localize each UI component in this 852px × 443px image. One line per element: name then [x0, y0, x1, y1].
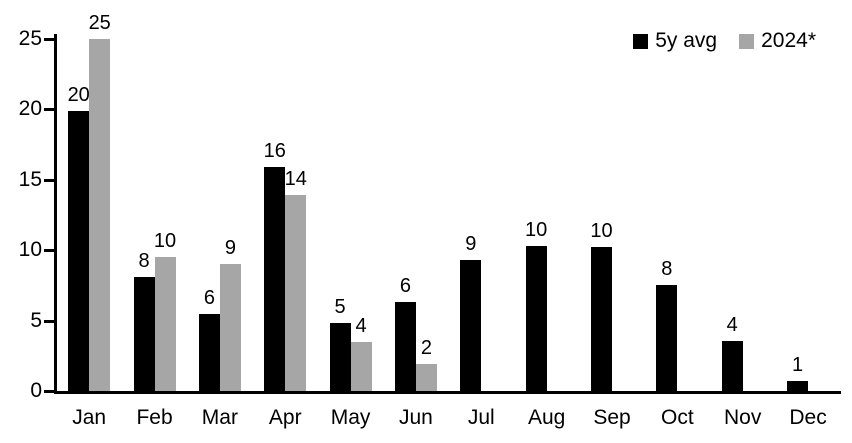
bar-value-label: 10 — [153, 230, 177, 253]
bar-5y-avg — [68, 110, 90, 391]
y-tick-label: 15 — [18, 167, 42, 191]
bar-value-label: 5 — [334, 296, 346, 319]
bar-value-label: 20 — [67, 83, 90, 106]
x-category-label: Jun — [399, 406, 433, 429]
legend-swatch-5y-avg — [633, 33, 649, 49]
legend-label-5y-avg: 5y avg — [655, 29, 718, 52]
bar-value-label: 8 — [661, 258, 673, 281]
bar-value-label: 9 — [224, 237, 236, 260]
legend-item-5y-avg: 5y avg — [633, 30, 717, 52]
bar-5y-avg — [656, 285, 678, 391]
y-tick-label: 10 — [18, 238, 42, 262]
bar-5y-avg — [721, 341, 743, 391]
x-axis-line — [54, 391, 841, 394]
x-category-label: Dec — [789, 406, 827, 429]
bar-value-label: 14 — [284, 168, 307, 191]
chart-legend: 5y avg 2024* — [633, 30, 816, 52]
bar-5y-avg — [394, 301, 416, 391]
y-axis-line — [54, 34, 57, 394]
bar-5y-avg — [264, 167, 286, 391]
legend-item-2024: 2024* — [739, 30, 816, 52]
x-category-label: Jul — [467, 406, 495, 429]
bar-value-label: 1 — [791, 354, 804, 377]
y-tick-label: 20 — [18, 97, 42, 121]
bar-value-label: 8 — [138, 249, 150, 272]
bar-2024 — [89, 39, 111, 391]
bar-2024 — [285, 195, 307, 391]
bar-2024 — [154, 257, 176, 391]
x-category-label: Aug — [527, 406, 566, 429]
y-tick-label: 0 — [30, 379, 42, 402]
bar-5y-avg — [329, 323, 351, 391]
x-category-label: Nov — [724, 406, 762, 429]
bar-5y-avg — [460, 260, 482, 391]
bar-5y-avg — [591, 247, 612, 391]
bar-value-label: 2 — [420, 337, 432, 360]
legend-swatch-2024 — [739, 33, 755, 49]
bar-2024 — [219, 264, 241, 391]
x-category-label: Apr — [268, 406, 302, 429]
bar-value-label: 25 — [88, 12, 111, 34]
bar-value-label: 6 — [203, 286, 215, 309]
bar-value-label: 4 — [726, 314, 738, 337]
bar-value-label: 6 — [399, 274, 411, 297]
y-tick — [44, 108, 54, 112]
y-tick — [44, 249, 54, 253]
bar-5y-avg — [787, 381, 809, 391]
y-tick — [44, 390, 54, 393]
x-category-label: May — [330, 406, 371, 429]
x-category-label: Jan — [72, 406, 107, 429]
bar-value-label: 16 — [263, 140, 286, 163]
x-category-label: Oct — [661, 406, 694, 429]
y-tick — [44, 178, 54, 182]
bar-value-label: 10 — [590, 220, 613, 243]
y-tick — [44, 38, 54, 41]
bar-5y-avg — [133, 276, 155, 391]
bar-value-label: 10 — [525, 218, 548, 241]
bar-5y-avg — [525, 245, 547, 391]
bar-5y-avg — [198, 313, 220, 391]
y-tick-label: 5 — [30, 308, 42, 332]
bar-2024 — [350, 341, 372, 391]
x-category-label: Mar — [201, 406, 238, 429]
x-category-label: Sep — [593, 406, 631, 429]
y-tick-label: 25 — [18, 27, 42, 50]
x-category-label: Feb — [136, 406, 173, 429]
bar-2024 — [415, 364, 437, 391]
legend-label-2024: 2024* — [761, 29, 816, 52]
y-tick — [44, 319, 54, 323]
bar-value-label: 9 — [465, 233, 477, 256]
bar-value-label: 4 — [355, 314, 367, 337]
